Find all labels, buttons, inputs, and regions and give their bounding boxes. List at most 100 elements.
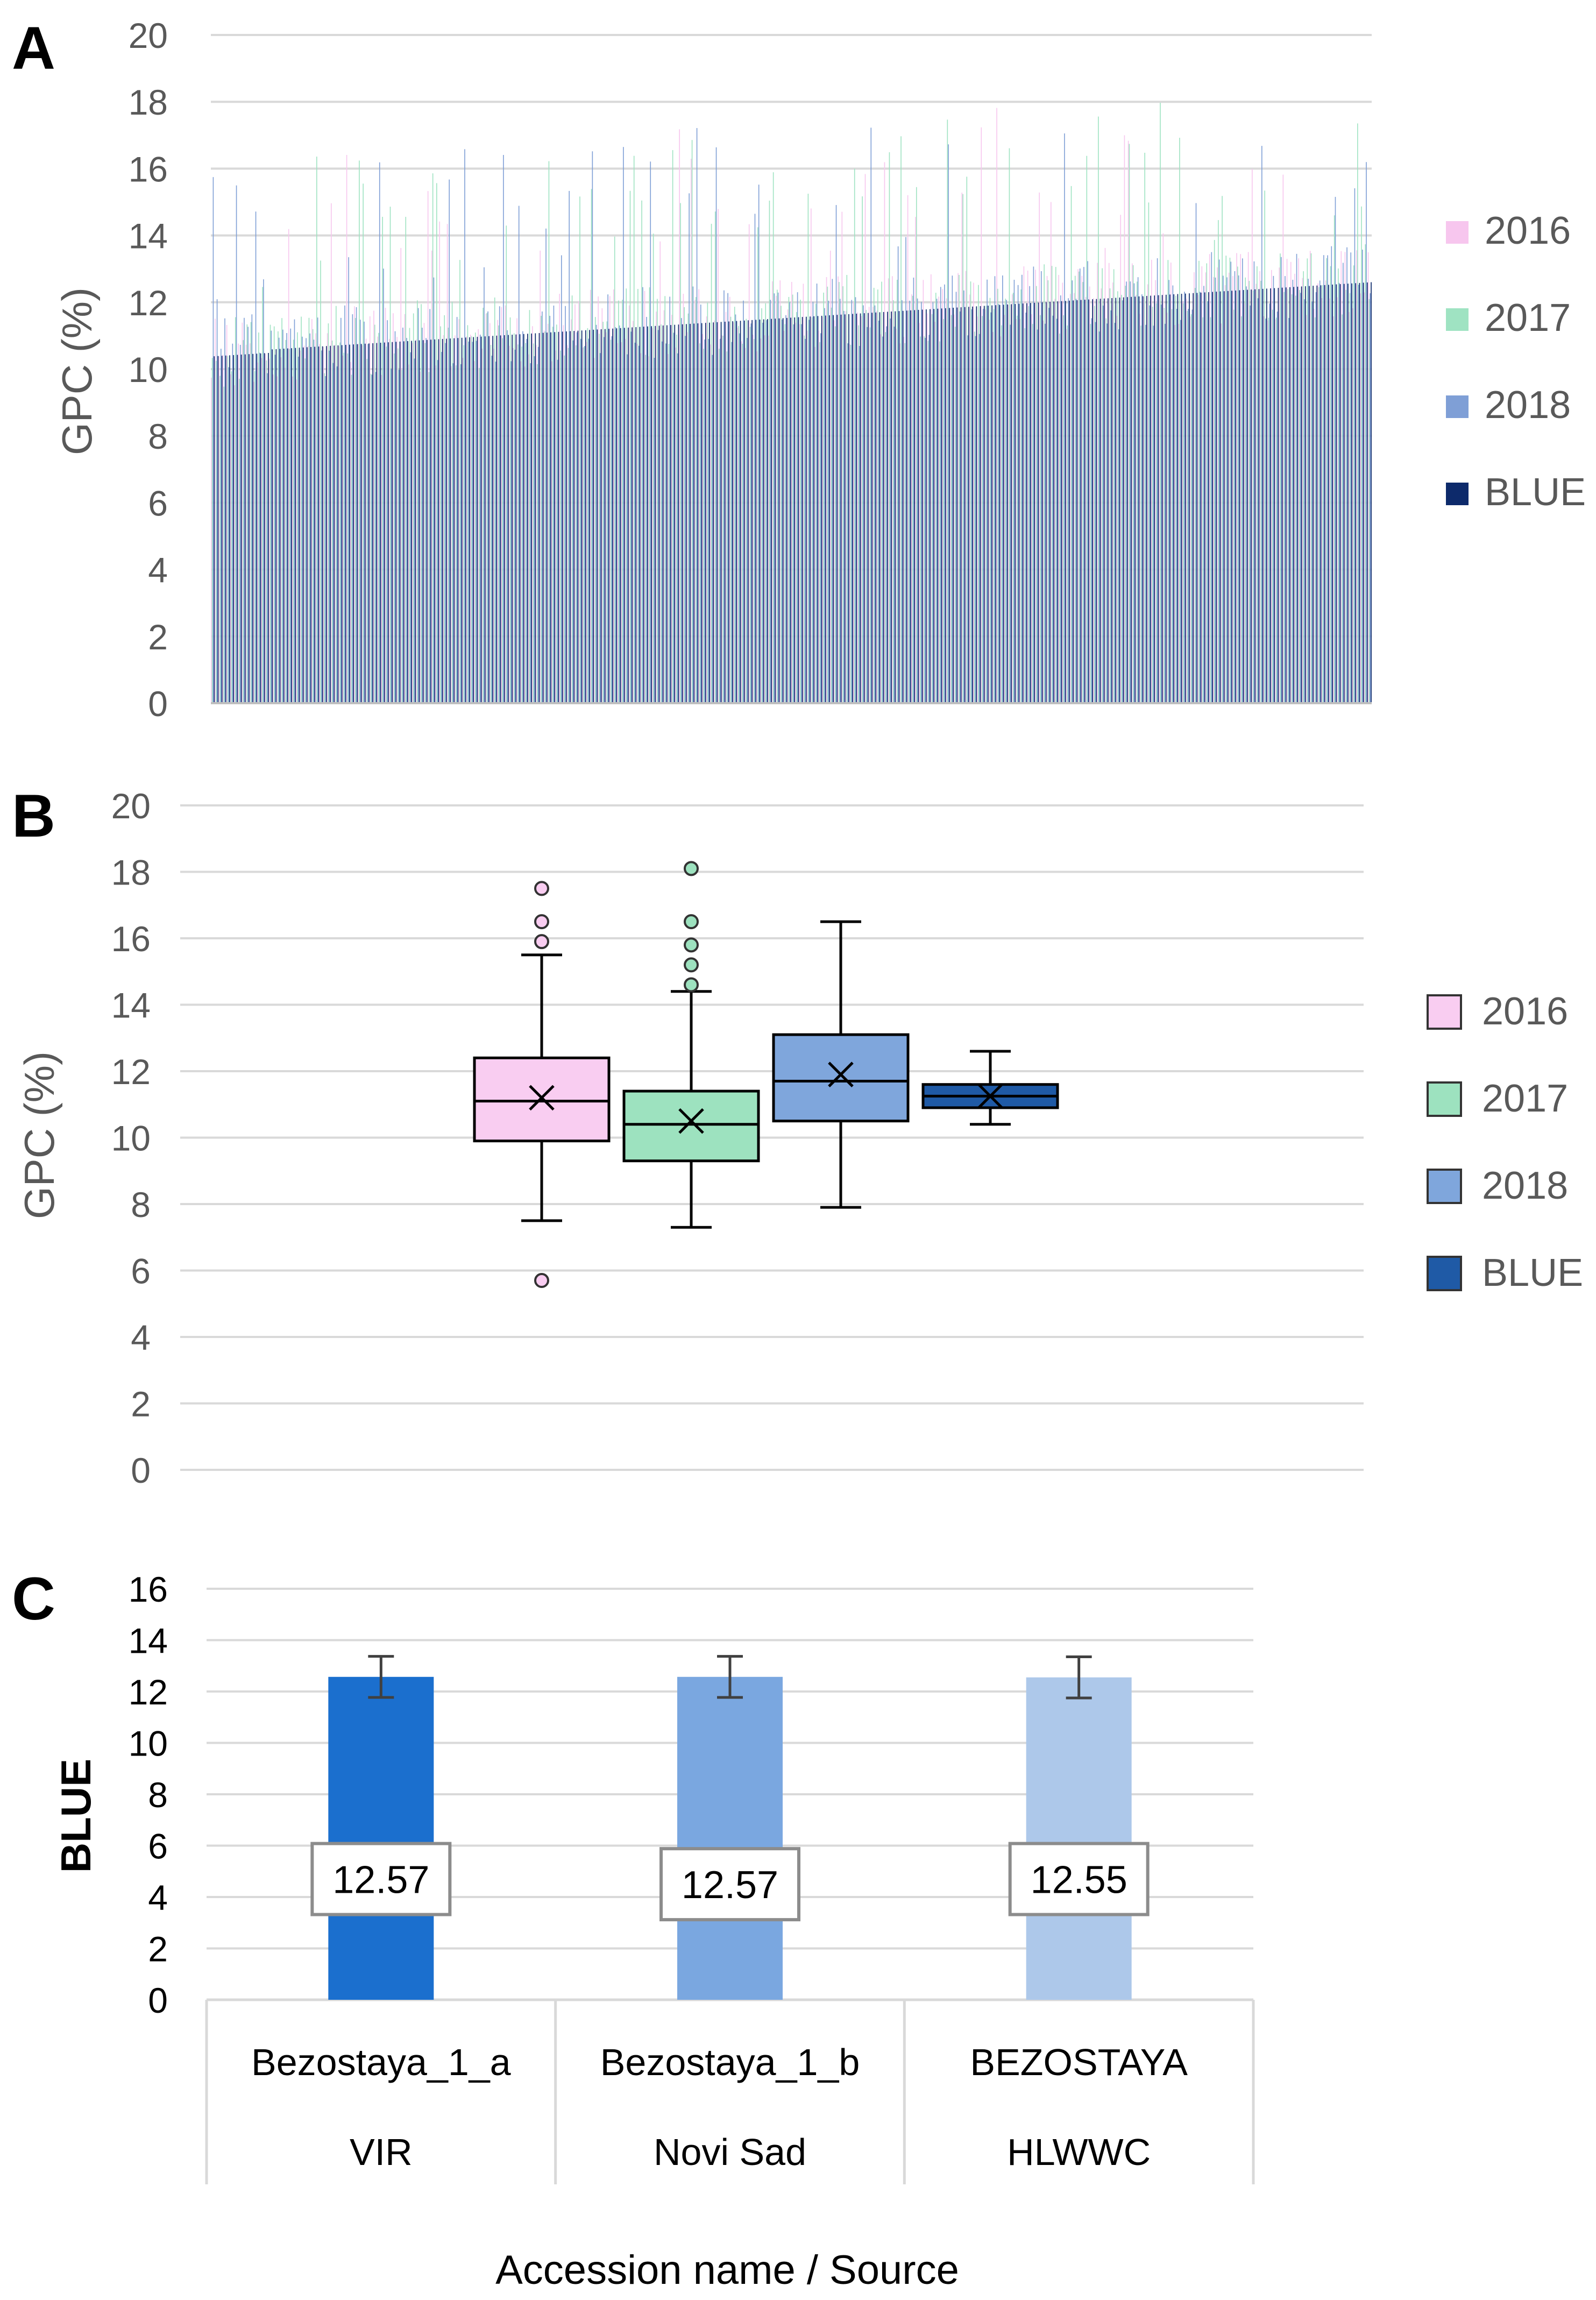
panel-a-bar-2017	[587, 328, 588, 703]
panel-a-bar-2016	[1116, 315, 1117, 703]
panel-a-bar-2016	[973, 282, 974, 703]
panel-a-bar-2017	[331, 340, 333, 703]
panel-a-bar-2017	[811, 317, 813, 703]
panel-a-bar-2016	[1089, 286, 1090, 703]
panel-a-bar-2016	[1364, 292, 1365, 703]
panel-a-bar-BLUE	[1146, 296, 1147, 703]
panel-a-bar-2018	[422, 328, 423, 703]
panel-a-bar-2016	[335, 345, 336, 703]
panel-a-bar-2017	[363, 183, 364, 703]
panel-a-bar-2017	[664, 296, 666, 703]
panel-a-bar-2017	[1295, 295, 1296, 703]
panel-a-bar-2018	[212, 177, 214, 703]
panel-a-bar-BLUE	[794, 317, 796, 703]
panel-a-bar-2016	[829, 250, 831, 703]
panel-a-bar-BLUE	[1235, 290, 1237, 703]
panel-a-bar-BLUE	[995, 305, 997, 703]
panel-a-bar-2016	[520, 361, 522, 703]
panel-a-bar-2017	[1090, 324, 1091, 703]
panel-a-bar-BLUE	[1219, 291, 1221, 703]
panel-a-bar-2018	[808, 320, 810, 703]
panel-a-bar-2018	[715, 147, 717, 703]
panel-a-bar-BLUE	[1100, 299, 1101, 703]
box-outlier	[684, 957, 699, 973]
panel-a-bar-2018	[274, 355, 276, 703]
panel-a-bar-2018	[1234, 271, 1236, 704]
panel-a-bar-2018	[1149, 305, 1151, 703]
panel-a-bar-BLUE	[1332, 284, 1333, 703]
panel-a-bar-2018	[542, 311, 543, 703]
panel-a-bar-2016	[524, 366, 526, 703]
panel-a-bar-BLUE	[1251, 289, 1252, 703]
panel-a-bar-2016	[516, 318, 517, 703]
panel-b-label: B	[12, 782, 55, 850]
panel-a-bar-2018	[1226, 277, 1228, 703]
panel-a-bar-2016	[942, 289, 944, 703]
panel-a-bar-2017	[916, 187, 917, 704]
panel-a-bar-BLUE	[314, 346, 316, 703]
panel-a-bar-2017	[347, 353, 349, 703]
panel-a-bar-2017	[1094, 306, 1095, 703]
panel-a-bar-2016	[644, 291, 646, 703]
panel-a-bar-2018	[545, 228, 547, 704]
panel-a-bar-2018	[1013, 280, 1015, 703]
panel-a-bar-BLUE	[713, 322, 714, 703]
panel-a-bar-2016	[934, 322, 935, 703]
panel-a-bar-2017	[931, 314, 933, 703]
panel-a-bar-2018	[1285, 276, 1286, 703]
panel-a-bar-2017	[1256, 266, 1258, 703]
panel-a-bar-2016	[930, 274, 932, 704]
panel-a-bar-BLUE	[980, 306, 981, 703]
panel-a-bar-2018	[1184, 292, 1185, 703]
panel-a-bar-2017	[239, 378, 240, 703]
panel-a-bar-2016	[1321, 298, 1323, 703]
panel-a-bar-2017	[1113, 269, 1115, 703]
panel-a-bar-2016	[1298, 258, 1299, 703]
panel-a-bar-2016	[470, 334, 471, 703]
panel-a-bar-BLUE	[299, 348, 300, 703]
panel-a-bar-2016	[718, 209, 719, 703]
panel-a-bar-2018	[1319, 280, 1321, 703]
panel-a-bar-BLUE	[581, 330, 583, 703]
panel-a-bar-2016	[230, 374, 231, 703]
panel-a-bar-BLUE	[1069, 300, 1070, 703]
panel-a-bar-2018	[348, 257, 349, 704]
panel-a-bar-BLUE	[384, 342, 385, 703]
panel-a-bar-2018	[843, 310, 845, 703]
panel-a-bar-2018	[1280, 257, 1282, 703]
panel-a-bar-2016	[307, 346, 309, 703]
panel-a-bar-2016	[853, 301, 854, 703]
panel-a-bar-2018	[367, 344, 368, 703]
panel-a-bar-2016	[586, 342, 587, 703]
panel-a-bar-2018	[712, 355, 713, 703]
panel-a-bar-2016	[551, 361, 552, 703]
panel-a-y-tick-label: 8	[148, 416, 168, 456]
panel-a-bar-2016	[873, 307, 874, 703]
panel-a-bar-2018	[1195, 203, 1197, 704]
panel-a-bar-BLUE	[1165, 294, 1167, 703]
panel-a-bar-2016	[753, 334, 754, 703]
panel-a-bar-BLUE	[693, 323, 695, 703]
panel-a-bar-2016	[566, 345, 568, 703]
panel-a-bar-2018	[700, 305, 701, 703]
panel-a-bar-BLUE	[1212, 292, 1213, 703]
panel-a-bar-2016	[211, 378, 212, 703]
box-mean-marker	[678, 1108, 704, 1134]
panel-a-bar-2018	[1250, 305, 1251, 703]
box-outlier	[534, 914, 549, 930]
panel-a-bar-2017	[1175, 295, 1176, 703]
panel-a-bar-2016	[679, 129, 680, 703]
panel-a-bar-BLUE	[542, 332, 544, 703]
panel-a-bar-2018	[685, 336, 686, 703]
panel-a-bar-2016	[265, 353, 266, 703]
panel-a-bar-2018	[452, 363, 454, 703]
panel-a-bar-BLUE	[392, 342, 393, 703]
panel-a-y-tick-label: 20	[129, 16, 168, 55]
panel-a-bar-2016	[215, 319, 216, 703]
panel-a-bar-2017	[796, 312, 797, 703]
panel-a-bar-2016	[977, 316, 978, 703]
panel-a-bar-2017	[541, 315, 542, 703]
panel-a-bar-BLUE	[925, 309, 927, 703]
panel-a-bar-2016	[899, 343, 901, 703]
panel-a-bar-2016	[1058, 274, 1059, 704]
